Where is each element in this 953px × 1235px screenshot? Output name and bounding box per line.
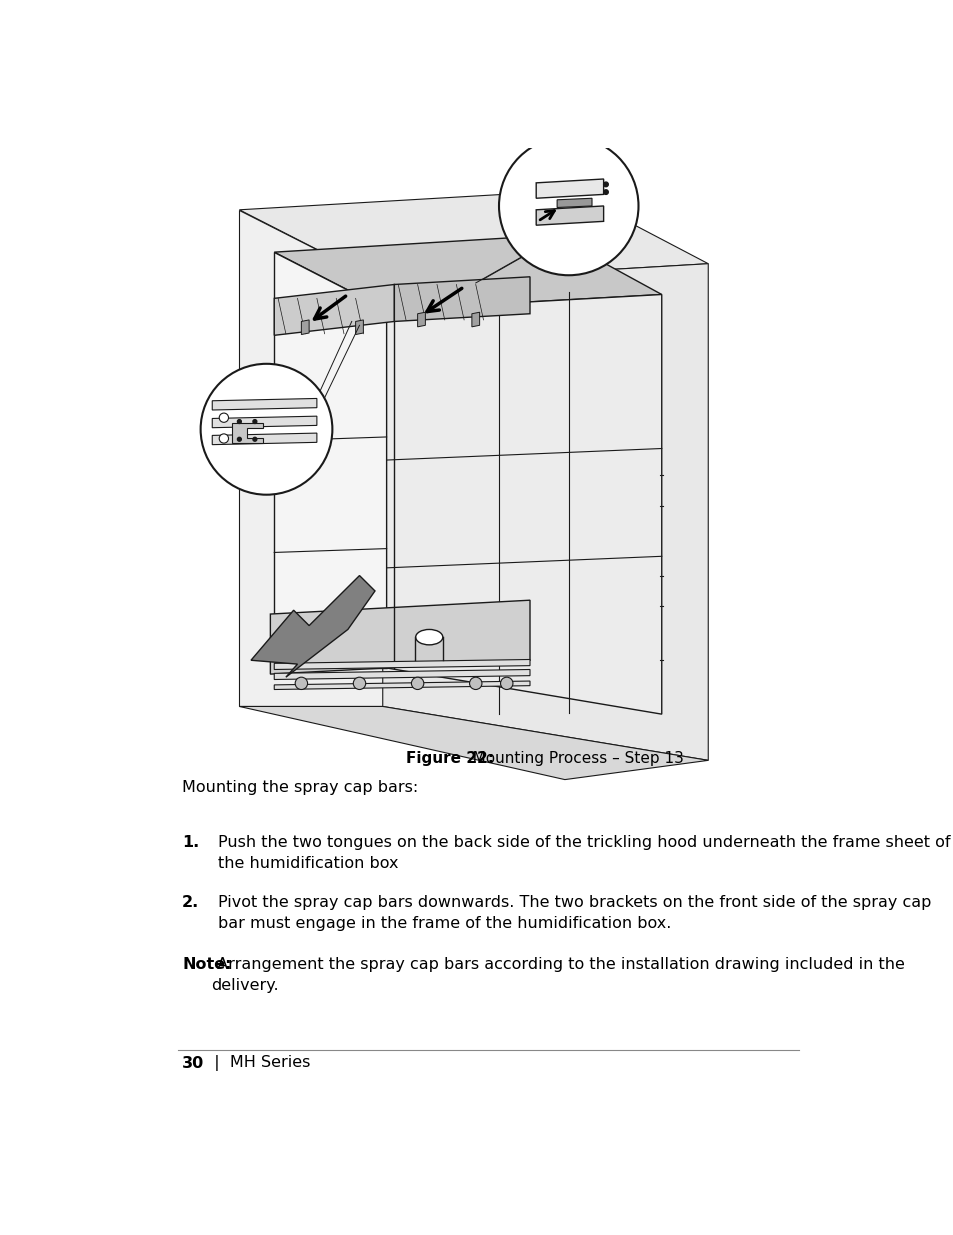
Polygon shape xyxy=(355,320,363,335)
Circle shape xyxy=(469,677,481,689)
Polygon shape xyxy=(274,669,530,679)
Circle shape xyxy=(498,137,638,275)
Polygon shape xyxy=(536,179,603,199)
Ellipse shape xyxy=(416,630,442,645)
Circle shape xyxy=(500,677,513,689)
Polygon shape xyxy=(301,320,309,335)
Circle shape xyxy=(294,677,307,689)
Circle shape xyxy=(200,364,332,495)
Polygon shape xyxy=(212,416,316,427)
Polygon shape xyxy=(274,284,394,336)
Text: 1.: 1. xyxy=(182,835,199,850)
Circle shape xyxy=(237,437,241,441)
Polygon shape xyxy=(536,206,603,225)
Text: Mounting the spray cap bars:: Mounting the spray cap bars: xyxy=(182,779,418,795)
Text: Push the two tongues on the back side of the trickling hood underneath the frame: Push the two tongues on the back side of… xyxy=(217,835,949,871)
Polygon shape xyxy=(394,277,530,321)
Polygon shape xyxy=(274,659,530,669)
Text: 30: 30 xyxy=(182,1056,204,1071)
Polygon shape xyxy=(239,706,707,779)
Text: Pivot the spray cap bars downwards. The two brackets on the front side of the sp: Pivot the spray cap bars downwards. The … xyxy=(217,894,930,931)
Circle shape xyxy=(219,412,229,422)
Polygon shape xyxy=(239,190,707,283)
Circle shape xyxy=(603,182,608,186)
Polygon shape xyxy=(274,252,386,668)
Polygon shape xyxy=(417,312,425,327)
Text: |  MH Series: | MH Series xyxy=(204,1055,310,1071)
Polygon shape xyxy=(239,210,382,706)
Circle shape xyxy=(253,437,256,441)
Polygon shape xyxy=(472,312,479,327)
Text: 2.: 2. xyxy=(182,894,199,910)
Polygon shape xyxy=(382,264,707,761)
Polygon shape xyxy=(251,576,375,677)
Text: Figure 22:: Figure 22: xyxy=(406,751,494,766)
Text: Arrangement the spray cap bars according to the installation drawing included in: Arrangement the spray cap bars according… xyxy=(212,957,903,993)
Circle shape xyxy=(353,677,365,689)
Polygon shape xyxy=(386,294,661,714)
Polygon shape xyxy=(212,399,316,410)
Polygon shape xyxy=(270,600,530,674)
Polygon shape xyxy=(557,199,592,207)
Circle shape xyxy=(253,420,256,424)
Text: Note:: Note: xyxy=(182,957,232,972)
Circle shape xyxy=(603,190,608,194)
Text: Mounting Process – Step 13: Mounting Process – Step 13 xyxy=(457,751,683,766)
Polygon shape xyxy=(212,433,316,445)
Circle shape xyxy=(411,677,423,689)
Polygon shape xyxy=(274,235,661,310)
Polygon shape xyxy=(274,680,530,689)
Polygon shape xyxy=(232,424,262,443)
Circle shape xyxy=(237,420,241,424)
Circle shape xyxy=(219,433,229,443)
